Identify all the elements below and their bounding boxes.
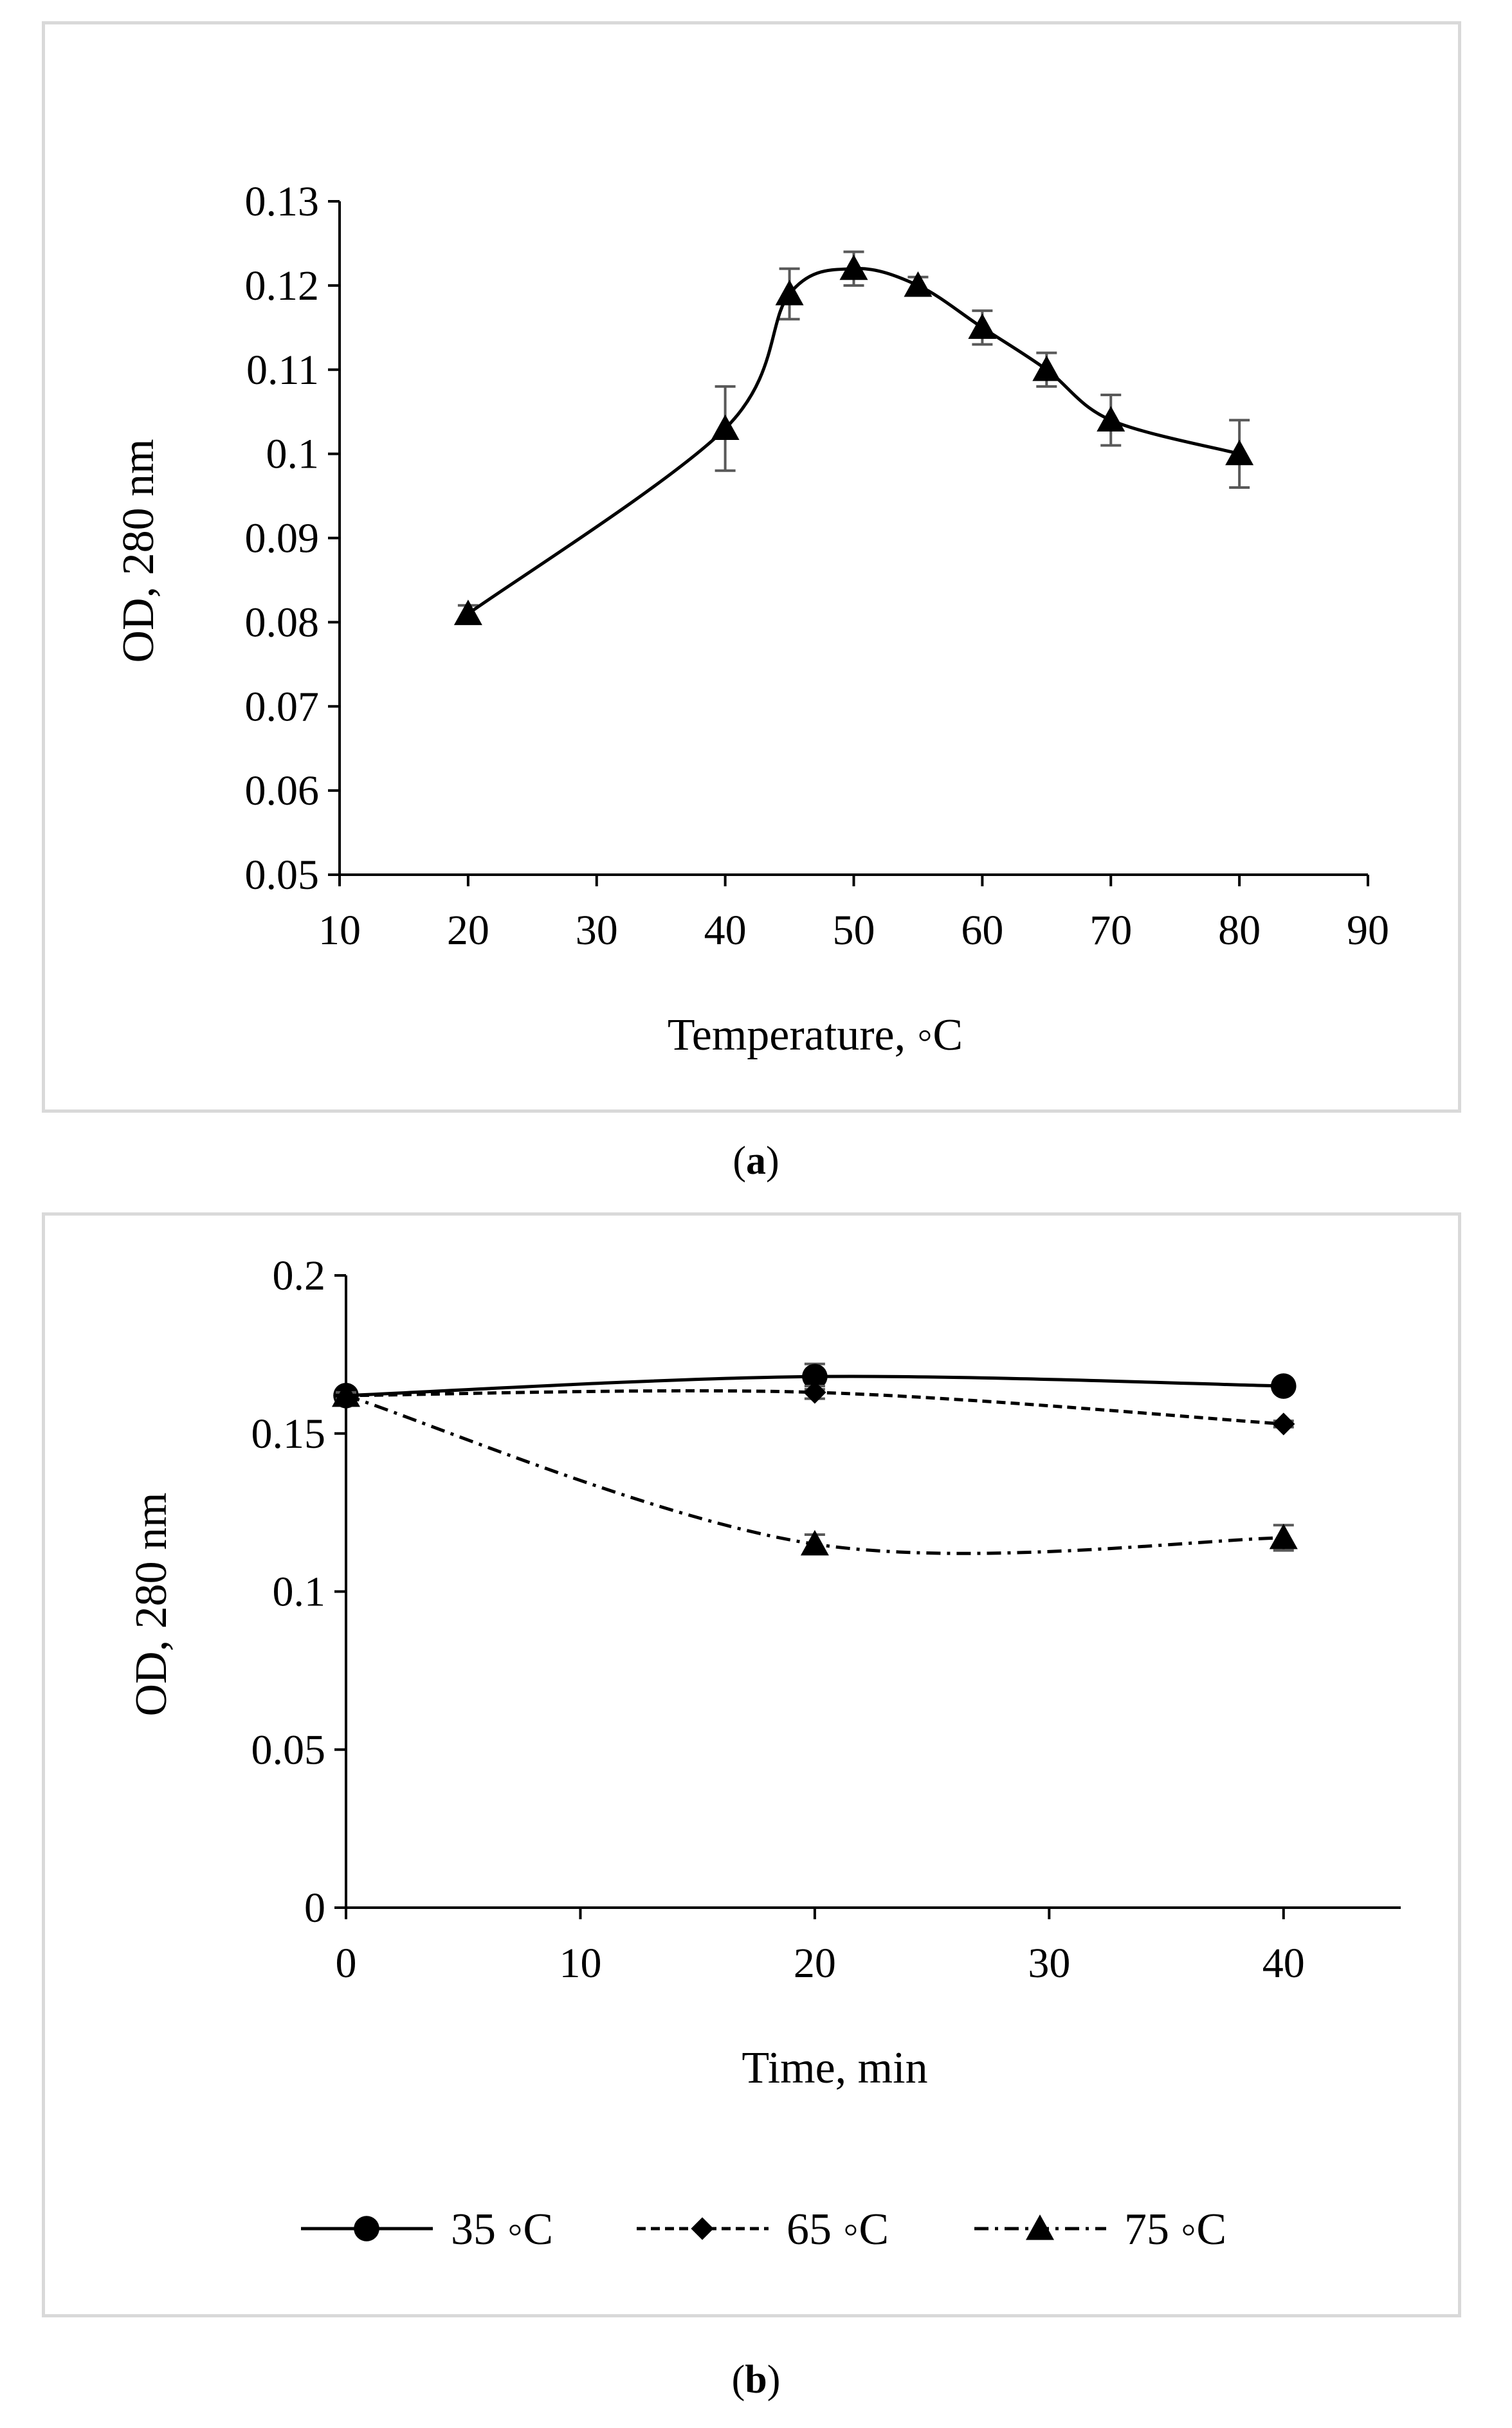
data-point [332, 1381, 360, 1407]
y-tick-label: 0.06 [245, 767, 320, 814]
chart-b: 0 0.05 0.1 0.15 0.2 0 10 20 30 40 Time, min OD, 280… [127, 1252, 1401, 2254]
y-tick-label: 0.2 [273, 1252, 326, 1299]
data-point [968, 313, 997, 339]
legend-marker [354, 2216, 379, 2241]
data-point [1097, 406, 1125, 432]
data-point [803, 1381, 826, 1404]
x-tick-label: 60 [961, 907, 1003, 954]
x-tick-label: 40 [704, 907, 747, 954]
chart-a: 0.05 0.06 0.07 0.08 0.09 0.1 0.11 0.12 0.13 10 20 3… [114, 178, 1389, 1060]
y-tick-label: 0.05 [245, 852, 320, 899]
y-tick-label: 0.13 [245, 178, 320, 225]
data-point [1270, 1373, 1297, 1399]
y-tick-label: 0 [304, 1885, 325, 1931]
data-point [839, 254, 868, 280]
legend-marker [1026, 2214, 1054, 2240]
series-3 [332, 1381, 1298, 1556]
legend: 35 ◦C 65 ◦C 75 ◦C [301, 2205, 1226, 2254]
chart-panel-a [42, 21, 1461, 1113]
y-tick-label: 0.05 [251, 1726, 326, 1773]
caption-a: (a) [733, 1139, 779, 1183]
x-axis-title: Temperature, ◦C [668, 1010, 963, 1060]
data-point [775, 279, 804, 306]
data-point [802, 1364, 828, 1390]
series-1 [453, 250, 1254, 625]
data-point [1225, 439, 1254, 466]
caption-b-letter: b [745, 2358, 767, 2402]
y-tick-label: 0.1 [273, 1569, 326, 1616]
y-tick-label: 0.12 [245, 262, 320, 309]
x-axis-title: Time, min [742, 2043, 927, 2093]
x-tick-label: 30 [1028, 1940, 1070, 1987]
y-tick-label: 0.11 [246, 347, 319, 394]
y-tick-label: 0.09 [245, 515, 320, 562]
x-tick-label: 20 [447, 907, 489, 954]
data-point [800, 1529, 829, 1556]
x-tick-label: 80 [1218, 907, 1261, 954]
legend-label: 65 ◦C [787, 2205, 889, 2254]
legend-label: 35 ◦C [451, 2205, 553, 2254]
x-tick-label: 20 [794, 1940, 836, 1987]
data-point [711, 414, 740, 440]
data-point [1269, 1523, 1298, 1549]
series-line [345, 1394, 1284, 1555]
y-axis-title: OD, 280 nm [127, 1492, 176, 1716]
data-point [904, 271, 933, 297]
x-tick-label: 10 [318, 907, 361, 954]
data-point [1272, 1412, 1295, 1436]
legend-label: 75 ◦C [1124, 2205, 1226, 2254]
caption-a-letter: a [746, 1139, 766, 1183]
x-tick-label: 10 [559, 1940, 601, 1987]
x-tick-label: 30 [576, 907, 618, 954]
x-tick-label: 0 [336, 1940, 357, 1987]
y-tick-label: 0.1 [266, 431, 320, 478]
legend-marker [691, 2217, 714, 2240]
x-tick-label: 40 [1262, 1940, 1305, 1987]
x-tick-label: 50 [833, 907, 875, 954]
x-tick-label: 90 [1347, 907, 1389, 954]
chart-panel-b [42, 1212, 1461, 2317]
data-point [1032, 355, 1061, 381]
data-point [453, 599, 482, 625]
y-tick-label: 0.08 [245, 599, 320, 646]
caption-b: (b) [731, 2358, 781, 2402]
y-axis-title: OD, 280 nm [114, 439, 163, 662]
y-tick-label: 0.07 [245, 683, 320, 730]
x-tick-label: 70 [1089, 907, 1132, 954]
series-line [467, 266, 1240, 616]
y-tick-label: 0.15 [251, 1410, 326, 1457]
